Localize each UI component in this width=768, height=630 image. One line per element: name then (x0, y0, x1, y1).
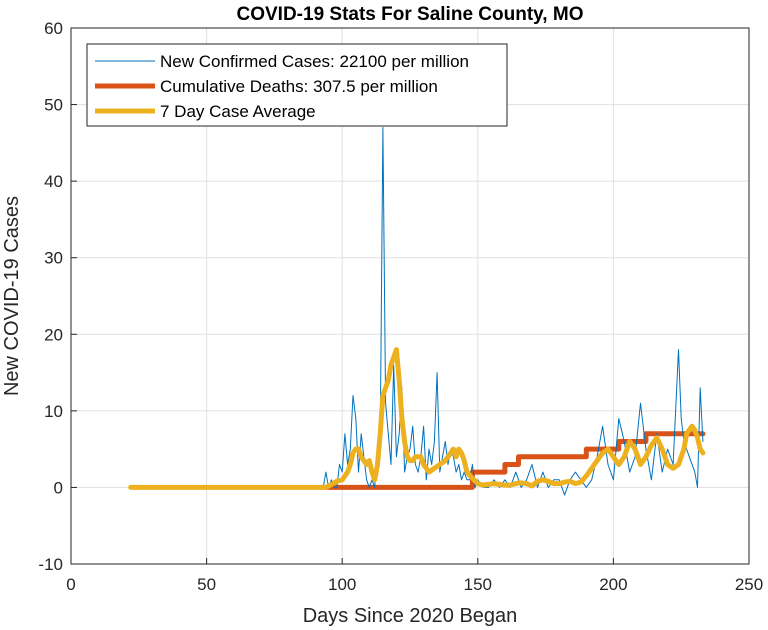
plot-frame (70, 27, 750, 565)
legend-entry-label: New Confirmed Cases: 22100 per million (160, 52, 469, 71)
x-tick-label: 200 (599, 575, 627, 594)
series-layer (128, 127, 706, 496)
x-tick-label: 50 (197, 575, 216, 594)
x-axis-label: Days Since 2020 Began (303, 605, 518, 627)
y-tick-label: 20 (44, 325, 63, 344)
legend-entry-label: Cumulative Deaths: 307.5 per million (160, 77, 438, 96)
y-tick-label: 60 (44, 19, 63, 38)
series-line-7-day-case-average (128, 347, 706, 490)
y-tick-label: -10 (38, 555, 63, 574)
x-tick-label: 150 (464, 575, 492, 594)
series-line-cumulative-deaths-307-5-per-million (323, 431, 706, 490)
x-tick-label: 100 (328, 575, 356, 594)
y-tick-label: 30 (44, 249, 63, 268)
legend: New Confirmed Cases: 22100 per million Cu… (86, 43, 508, 127)
legend-entry-label: 7 Day Case Average (160, 102, 316, 121)
y-axis-label: New COVID-19 Cases (1, 196, 23, 396)
x-tick-label: 0 (66, 575, 75, 594)
x-tick-label: 250 (735, 575, 763, 594)
y-tick-label: 10 (44, 402, 63, 421)
y-tick-label: 50 (44, 96, 63, 115)
y-tick-label: 0 (54, 478, 63, 497)
y-tick-label: 40 (44, 172, 63, 191)
chart-title: COVID-19 Stats For Saline County, MO (237, 4, 584, 25)
legend-box (86, 43, 508, 127)
